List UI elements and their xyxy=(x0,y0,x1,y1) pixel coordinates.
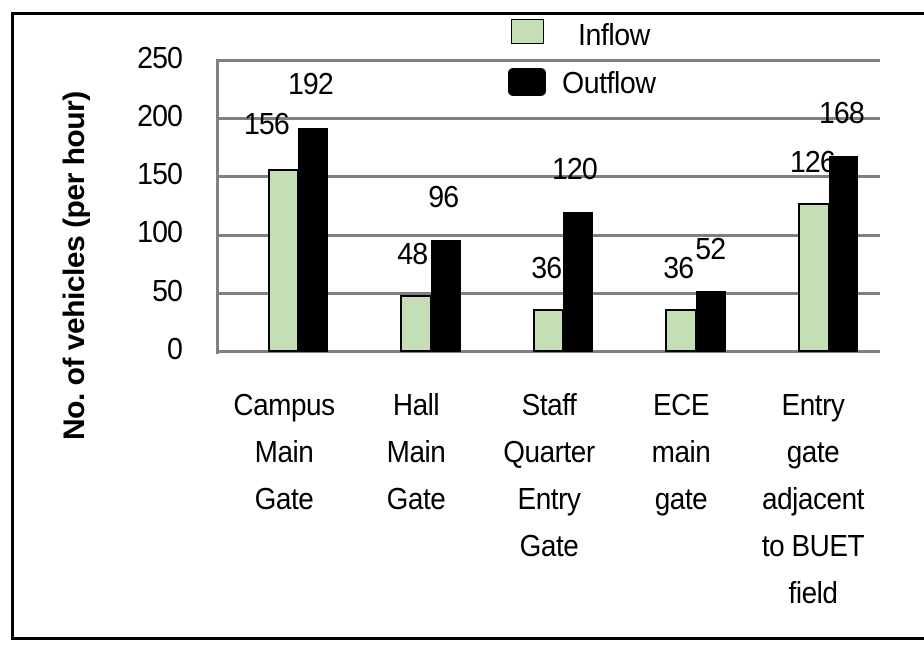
bar-inflow-campus-main-gate xyxy=(268,169,299,352)
label-inflow-staff-quarter-entry-gate: 36 xyxy=(531,250,562,285)
gridline-50 xyxy=(217,292,880,295)
label-inflow-hall-main-gate: 48 xyxy=(397,236,428,271)
label-outflow-hall-main-gate: 96 xyxy=(428,179,459,214)
category-label-hall-main-gate: Hall Main Gate xyxy=(353,381,479,522)
category-line: gate xyxy=(786,434,840,469)
category-label-ece-main-gate: ECE main gate xyxy=(618,381,744,522)
y-tick-0: 0 xyxy=(167,331,183,366)
category-line: Main xyxy=(386,434,446,469)
category-line: main xyxy=(651,434,711,469)
y-tick-100: 100 xyxy=(137,214,183,249)
category-line: ECE xyxy=(652,387,710,422)
y-axis-label: No. of vehicles (per hour) xyxy=(58,91,91,440)
bar-inflow-hall-main-gate xyxy=(400,295,432,352)
category-label-campus-main-gate: Campus Main Gate xyxy=(221,381,347,522)
category-label-staff-quarter-entry-gate: Staff Quarter Entry Gate xyxy=(486,381,612,569)
legend-inflow-swatch xyxy=(511,19,544,44)
label-inflow-ece-main-gate: 36 xyxy=(663,250,694,285)
category-line: Hall xyxy=(392,387,440,422)
label-outflow-staff-quarter-entry-gate: 120 xyxy=(551,151,598,186)
bar-inflow-entry-gate-buet-field xyxy=(798,203,830,352)
category-line: field xyxy=(788,575,838,610)
category-line: adjacent xyxy=(762,481,864,516)
y-axis-line xyxy=(216,59,219,354)
gridline-150 xyxy=(217,175,880,178)
gridline-250 xyxy=(217,59,880,62)
bar-inflow-ece-main-gate xyxy=(665,309,697,352)
category-line: Quarter xyxy=(503,434,595,469)
gridline-100 xyxy=(217,234,880,237)
category-line: to BUET xyxy=(761,528,865,563)
label-outflow-ece-main-gate: 52 xyxy=(695,231,726,266)
legend-inflow-label: Inflow xyxy=(578,17,650,52)
category-line: Gate xyxy=(519,528,579,563)
category-line: Main xyxy=(254,434,314,469)
category-line: Campus xyxy=(233,387,335,422)
bar-outflow-campus-main-gate xyxy=(298,128,328,352)
category-line: Entry xyxy=(517,481,581,516)
legend-outflow-swatch xyxy=(508,68,546,96)
gridline-200 xyxy=(217,117,880,120)
legend-outflow-label: Outflow xyxy=(562,65,656,100)
bar-outflow-entry-gate-buet-field xyxy=(829,156,858,352)
bar-outflow-ece-main-gate xyxy=(696,291,726,352)
bar-inflow-staff-quarter-entry-gate xyxy=(533,309,564,352)
bar-outflow-hall-main-gate xyxy=(431,240,461,352)
category-line: gate xyxy=(654,481,708,516)
y-tick-200: 200 xyxy=(137,98,183,133)
label-inflow-entry-gate-buet-field: 126 xyxy=(789,144,836,179)
y-tick-50: 50 xyxy=(152,273,183,308)
label-outflow-entry-gate-buet-field: 168 xyxy=(818,95,865,130)
category-line: Staff xyxy=(521,387,577,422)
category-label-entry-gate-buet-field: Entry gate adjacent to BUET field xyxy=(750,381,876,616)
y-tick-150: 150 xyxy=(137,156,183,191)
category-line: Gate xyxy=(254,481,314,516)
label-outflow-campus-main-gate: 192 xyxy=(287,66,334,101)
label-inflow-campus-main-gate: 156 xyxy=(243,106,290,141)
bar-outflow-staff-quarter-entry-gate xyxy=(563,212,593,352)
category-line: Entry xyxy=(781,387,845,422)
category-line: Gate xyxy=(386,481,446,516)
y-tick-250: 250 xyxy=(137,40,183,75)
chart-frame xyxy=(11,12,924,640)
